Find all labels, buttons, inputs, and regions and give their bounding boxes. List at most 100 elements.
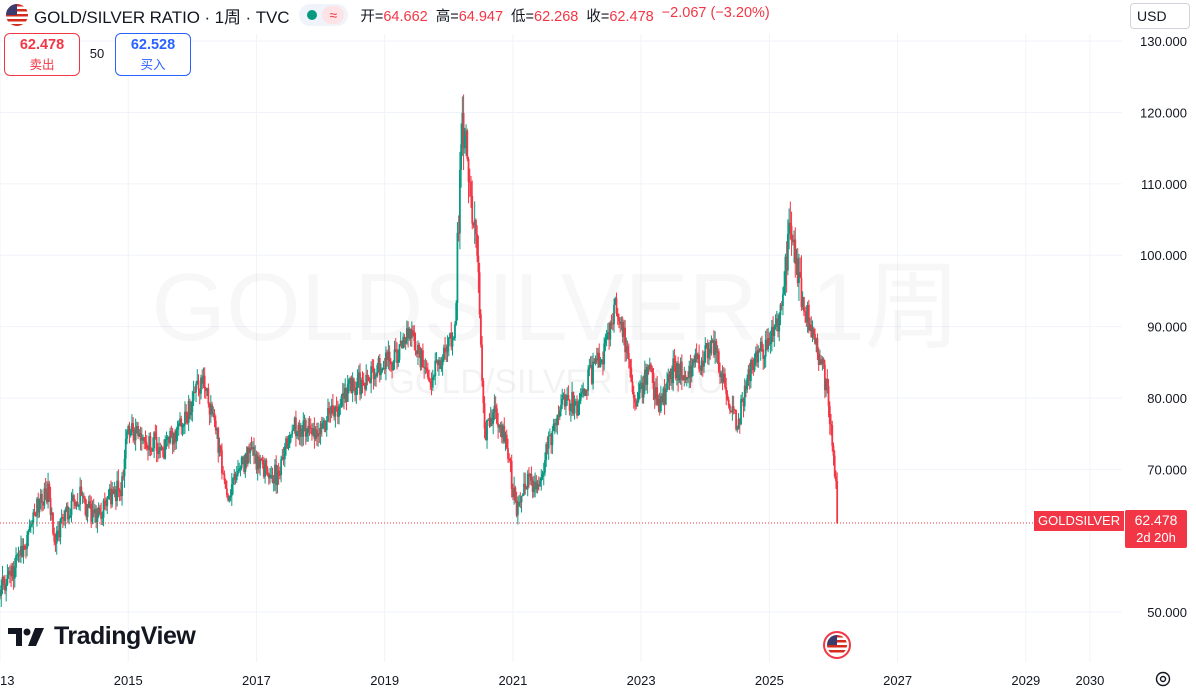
candle-body: [770, 327, 773, 343]
candle-body: [510, 460, 513, 490]
candle-body: [610, 322, 613, 324]
candle-body: [821, 359, 824, 365]
candle-body: [468, 181, 471, 183]
candle-body: [613, 304, 615, 325]
candle-body: [143, 437, 146, 442]
candle-body: [292, 429, 295, 431]
candle-body: [492, 412, 495, 424]
candle-body: [381, 368, 384, 372]
candle-body: [699, 369, 702, 371]
candle-body: [203, 375, 206, 389]
candle-body: [830, 423, 832, 426]
candle-body: [814, 333, 816, 344]
candle-body: [677, 363, 680, 381]
candle-body: [642, 384, 645, 398]
candle-body: [385, 352, 387, 370]
candle-body: [498, 426, 501, 428]
tradingview-logo[interactable]: TradingView: [8, 622, 196, 651]
candle-body: [621, 321, 624, 337]
y-tick-label: 80.000: [1147, 391, 1187, 406]
candle-body: [679, 361, 682, 375]
candle-body: [524, 483, 527, 488]
candle-body: [798, 272, 800, 284]
price-axis: 130.000 120.000 110.000 100.000 90.000 80.000…: [1140, 34, 1187, 620]
candle-body: [477, 255, 480, 273]
status-badges[interactable]: ≈: [299, 4, 349, 26]
candle-body: [86, 507, 89, 517]
candle-body: [536, 484, 539, 490]
candle-body: [634, 398, 636, 403]
candle-body: [608, 332, 610, 340]
candle-body: [737, 419, 740, 429]
candle-body: [541, 473, 544, 477]
x-tick-label: 2025: [755, 673, 784, 688]
candle-body: [684, 375, 687, 380]
candle-body: [241, 456, 244, 458]
candle-body: [606, 332, 609, 336]
candle-body: [458, 169, 461, 234]
candle-body: [348, 379, 350, 385]
candle-body: [339, 405, 342, 407]
candle-body: [367, 376, 370, 381]
candle-body: [218, 445, 221, 453]
candle-body: [315, 429, 318, 437]
candle-body: [694, 353, 697, 363]
candle-body: [31, 523, 33, 525]
candle-body: [196, 380, 199, 384]
candle-body: [288, 435, 291, 445]
candle-body: [275, 464, 278, 485]
candle-body: [456, 232, 459, 304]
candle-body: [398, 344, 401, 360]
candle-body: [2, 576, 5, 584]
candle-body: [661, 395, 664, 403]
candle-body: [560, 404, 562, 411]
candle-body: [287, 444, 290, 449]
candle-body: [325, 421, 328, 431]
candle-body: [36, 498, 38, 516]
candle-body: [571, 392, 573, 411]
symbol-title[interactable]: GOLD/SILVER RATIO · 1周 · TVC: [34, 7, 290, 27]
symbol-price-label: GOLDSILVER: [1034, 511, 1125, 531]
candle-body: [715, 341, 718, 353]
candle-body: [720, 373, 723, 377]
candle-body: [244, 453, 247, 472]
buy-button[interactable]: 62.528 买入: [115, 33, 191, 76]
candle-body: [27, 530, 30, 535]
candle-body: [434, 360, 437, 377]
candle-body: [116, 480, 119, 502]
candle-body: [415, 350, 418, 355]
candle-body: [253, 447, 255, 456]
candle-body: [209, 404, 212, 415]
candle-body: [270, 475, 273, 477]
sell-button[interactable]: 62.478 卖出: [4, 33, 80, 76]
candle-body: [603, 343, 606, 365]
candle-body: [645, 369, 647, 385]
candle-body: [809, 324, 811, 331]
candle-body: [659, 395, 662, 412]
candle-body: [733, 409, 736, 411]
candle-body: [417, 344, 419, 355]
high-value: 64.947: [458, 8, 504, 25]
currency-selector[interactable]: USD: [1130, 3, 1190, 29]
candle-body: [403, 336, 406, 344]
candle-body: [555, 423, 557, 426]
candle-body: [380, 371, 382, 376]
candle-body: [82, 495, 85, 499]
candle-body: [481, 344, 483, 381]
candle-body: [12, 566, 15, 579]
candle-body: [701, 360, 704, 367]
candle-body: [74, 502, 77, 506]
candle-body: [497, 423, 500, 428]
candle-body: [678, 374, 681, 381]
open-label: 开=: [360, 8, 384, 25]
chart-header: GOLD/SILVER RATIO · 1周 · TVC ≈ 开=64.662 …: [6, 3, 770, 27]
gear-icon[interactable]: [1154, 670, 1172, 688]
candle-body: [690, 365, 693, 378]
x-tick-label: 2029: [1011, 673, 1040, 688]
us-event-flag-icon[interactable]: [823, 631, 851, 659]
candle-body: [266, 468, 269, 474]
candle-body: [156, 450, 159, 454]
candle-body: [537, 484, 540, 486]
candle-body: [65, 506, 68, 510]
